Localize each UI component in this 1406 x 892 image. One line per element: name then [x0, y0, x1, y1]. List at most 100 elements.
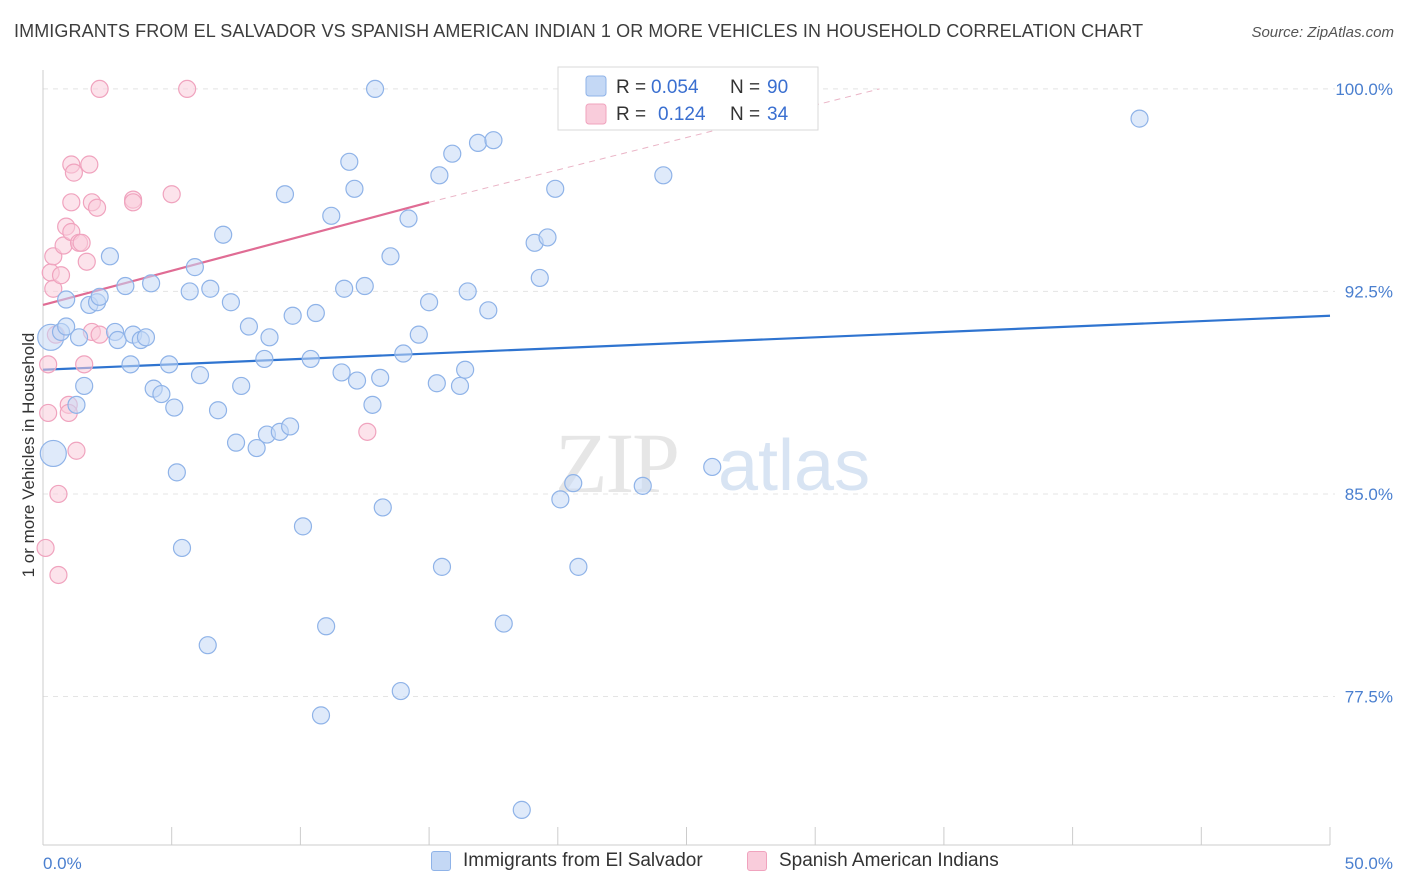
y-tick-labels: 77.5% 85.0% 92.5% 100.0% [1335, 80, 1393, 707]
data-point-el-salvador [152, 384, 171, 404]
data-point-el-salvador [443, 144, 462, 163]
data-point-el-salvador [381, 247, 400, 266]
data-point-el-salvador [57, 317, 76, 336]
data-point-spanish-american-indians [44, 279, 63, 298]
data-point-el-salvador [180, 282, 199, 301]
data-point-el-salvador [633, 476, 652, 495]
data-point-el-salvador [226, 433, 246, 452]
data-point-el-salvador [703, 457, 722, 477]
legend-swatch-pink [585, 103, 607, 125]
data-point-el-salvador [363, 395, 382, 414]
legend-n-value-2: 34 [767, 104, 789, 125]
data-point-el-salvador [283, 306, 302, 325]
stats-legend: R = 0.054 N = 90 R = 0.124 N = 34 [557, 66, 819, 131]
data-point-el-salvador [214, 225, 233, 244]
data-point-spanish-american-indians [75, 355, 94, 374]
data-point-spanish-american-indians [80, 155, 99, 174]
data-point-el-salvador [347, 371, 367, 390]
data-point-el-salvador [345, 179, 364, 198]
legend-swatch-blue [585, 75, 607, 97]
y-tick-label: 77.5% [1345, 687, 1393, 706]
data-point-spanish-american-indians [358, 422, 377, 441]
legend-r-label-1: R = [616, 77, 646, 98]
data-point-el-salvador [275, 185, 295, 204]
trend-line-spanish-american-indians [42, 201, 430, 306]
legend-swatch-el-salvador [431, 851, 451, 871]
data-point-spanish-american-indians [162, 185, 181, 204]
data-point-el-salvador [185, 258, 204, 277]
data-point-spanish-american-indians [123, 193, 143, 212]
data-point-el-salvador [90, 287, 109, 306]
data-point-el-salvador [165, 398, 184, 417]
data-point-spanish-american-indians [67, 441, 86, 460]
data-point-el-salvador [142, 274, 161, 293]
data-point-spanish-american-indians [62, 193, 81, 212]
data-point-el-salvador [530, 268, 549, 288]
watermark-atlas: atlas [718, 426, 870, 506]
data-point-el-salvador [301, 349, 320, 369]
data-point-spanish-american-indians [39, 403, 58, 423]
data-point-el-salvador [494, 614, 513, 633]
data-point-el-salvador [373, 498, 392, 517]
data-point-el-salvador [654, 166, 673, 185]
data-point-el-salvador [232, 376, 251, 396]
data-point-el-salvador [121, 355, 140, 374]
data-point-el-salvador [512, 800, 531, 819]
data-point-el-salvador [340, 152, 359, 171]
data-point-el-salvador [468, 133, 488, 153]
data-point-spanish-american-indians [39, 355, 58, 374]
legend-item-el-salvador: Immigrants from El Salvador [431, 850, 703, 872]
y-tick-label: 85.0% [1345, 485, 1393, 504]
data-point-el-salvador [458, 282, 477, 301]
data-point-el-salvador [255, 349, 274, 369]
data-point-el-salvador [332, 363, 351, 382]
data-point-el-salvador [293, 517, 313, 536]
data-point-el-salvador [281, 417, 300, 436]
data-point-el-salvador [399, 209, 418, 228]
data-point-el-salvador [479, 301, 498, 320]
data-point-spanish-american-indians [178, 79, 197, 99]
legend-item-spanish-american-indians: Spanish American Indians [747, 850, 999, 872]
watermark-zip: ZIP [555, 415, 678, 511]
legend-n-label-2: N = [730, 104, 760, 125]
data-point-el-salvador [136, 328, 156, 347]
data-point-el-salvador [172, 538, 192, 558]
legend-r-value-2: 0.124 [658, 104, 706, 125]
data-point-spanish-american-indians [51, 266, 71, 285]
data-point-el-salvador [564, 474, 583, 493]
data-point-spanish-american-indians [64, 163, 83, 182]
legend-n-value-1: 90 [767, 77, 788, 98]
data-point-el-salvador [160, 355, 179, 374]
data-point-spanish-american-indians [90, 79, 109, 99]
data-point-el-salvador [100, 247, 120, 266]
data-point-el-salvador [208, 401, 228, 420]
data-point-el-salvador [201, 279, 220, 298]
chart-title: IMMIGRANTS FROM EL SALVADOR VS SPANISH A… [14, 21, 1144, 41]
x-tick-label-left: 0.0% [43, 854, 82, 873]
data-point-el-salvador [371, 368, 390, 387]
data-point-el-salvador [391, 681, 410, 701]
data-point-el-salvador [409, 325, 428, 344]
source-label: Source: ZipAtlas.com [1251, 24, 1394, 41]
data-point-el-salvador [450, 376, 470, 396]
legend-swatch-spanish-american-indians [747, 851, 767, 871]
data-point-el-salvador [456, 360, 475, 379]
data-point-el-salvador [39, 439, 67, 468]
data-point-el-salvador [420, 293, 439, 312]
data-point-el-salvador [167, 463, 186, 482]
data-point-el-salvador [430, 166, 449, 185]
data-point-el-salvador [484, 131, 503, 150]
data-point-el-salvador [1130, 109, 1149, 128]
data-point-el-salvador [551, 490, 570, 509]
data-point-el-salvador [322, 206, 341, 225]
data-point-el-salvador [108, 330, 127, 350]
data-point-spanish-american-indians [87, 198, 107, 217]
data-point-el-salvador [538, 228, 557, 247]
y-tick-label: 100.0% [1335, 80, 1393, 99]
data-point-el-salvador [67, 395, 86, 414]
data-point-el-salvador [335, 279, 354, 298]
trend-layer [42, 88, 1331, 371]
y-tick-label: 92.5% [1345, 282, 1393, 301]
data-point-el-salvador [394, 344, 413, 363]
